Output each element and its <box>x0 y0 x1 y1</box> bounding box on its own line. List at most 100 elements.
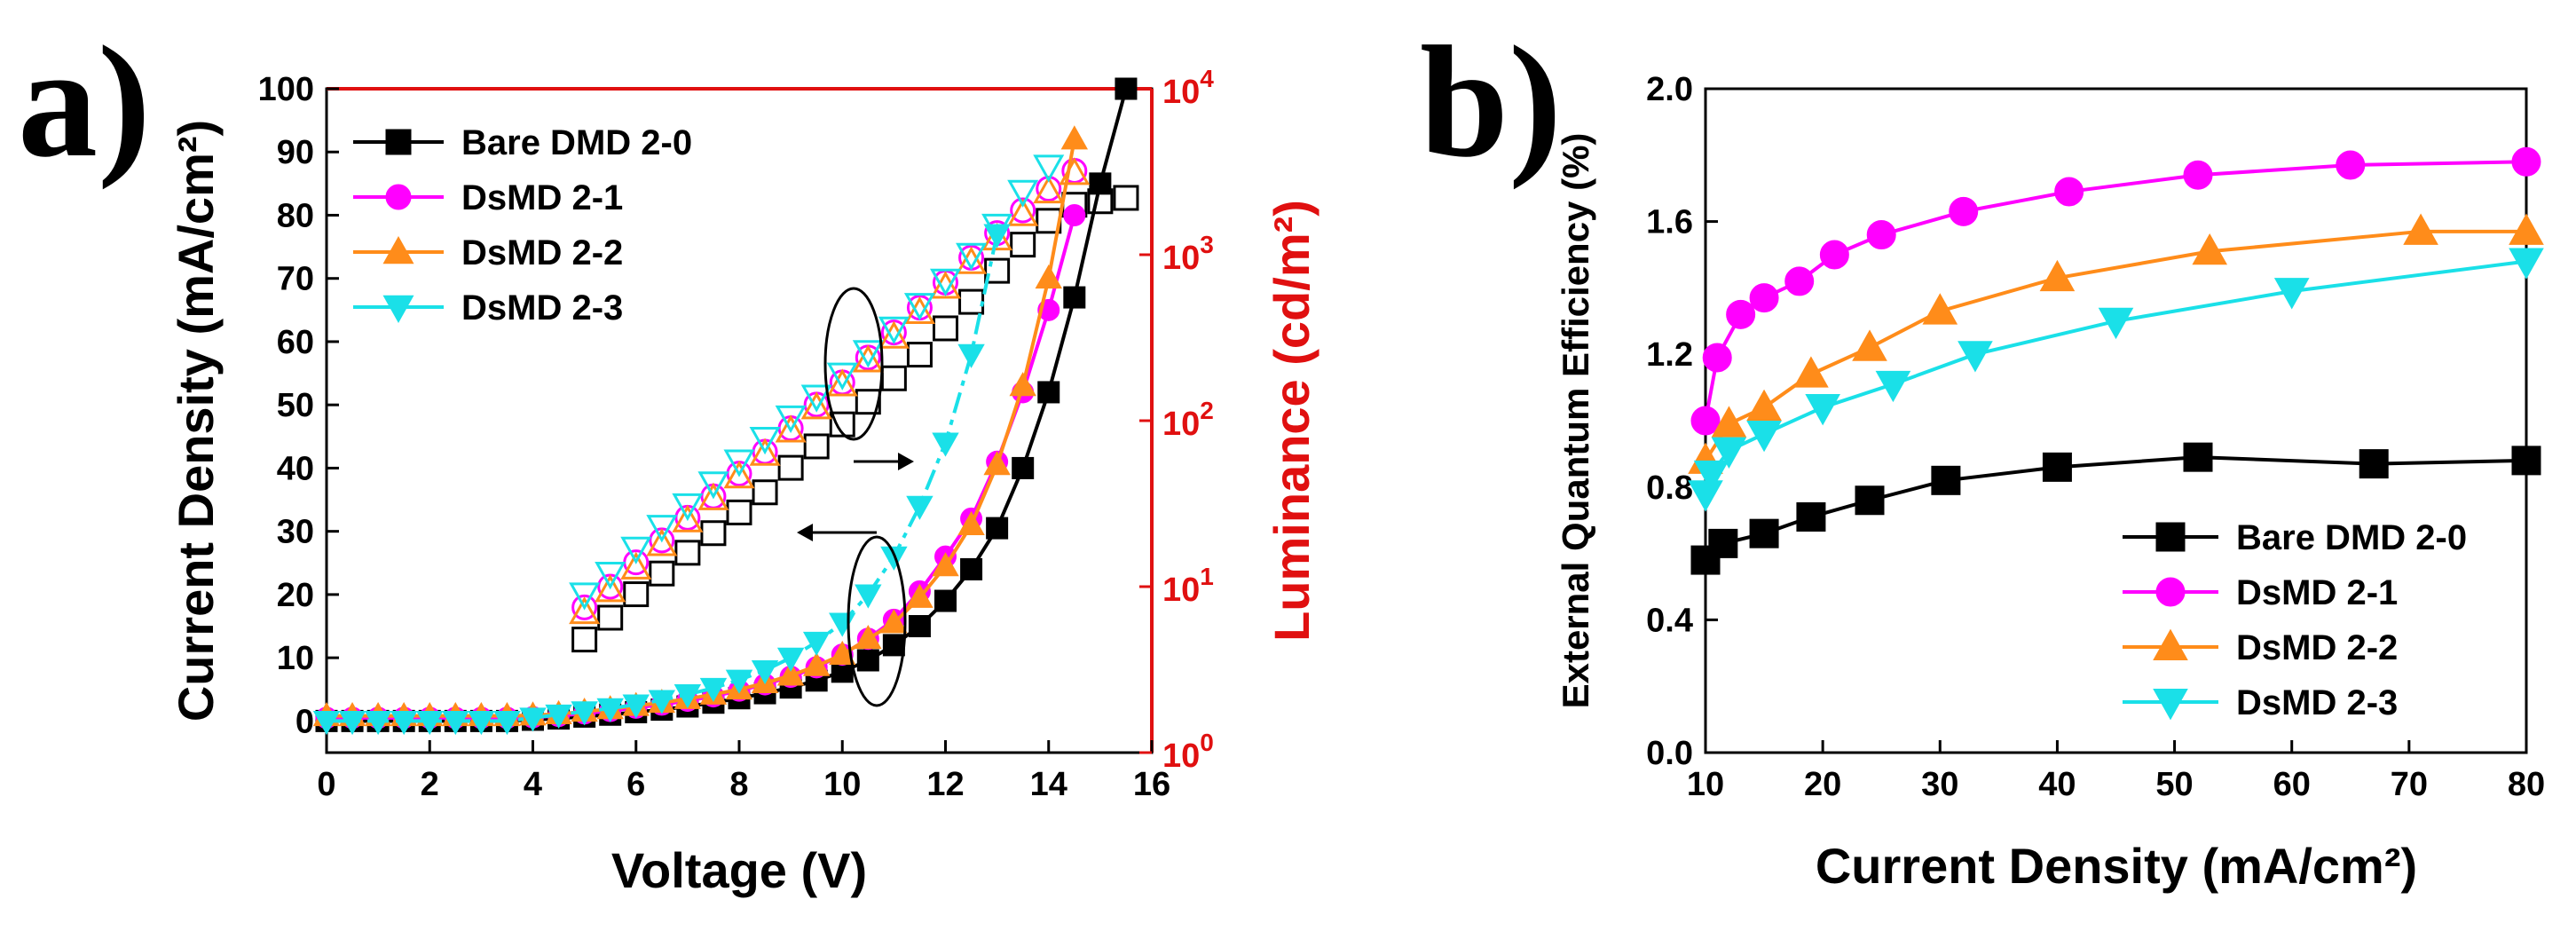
a-luminance-point <box>826 362 858 391</box>
a-x-tick-label: 10 <box>823 766 861 803</box>
a-legend-label: DsMD 2-1 <box>461 178 623 217</box>
a-y-left-tick-label: 100 <box>258 71 314 108</box>
a-current-density-point <box>442 710 469 736</box>
a-current-density-point <box>908 615 931 638</box>
b-series-point <box>1855 485 1885 516</box>
a-luminance-point <box>855 389 881 415</box>
a-luminance-point <box>1059 157 1091 185</box>
a-current-density-point <box>751 659 779 685</box>
b-y-tick-label: 2.0 <box>1646 71 1693 108</box>
a-luminance-point <box>1087 188 1114 215</box>
panel-a-y-left-axis-title: Current Density (mA/cm²) <box>168 120 224 722</box>
a-y-left-tick-label: 80 <box>277 197 314 234</box>
a-luminance-point <box>852 344 884 373</box>
a-luminance-point <box>1033 175 1065 204</box>
b-series-point <box>1793 356 1829 388</box>
a-legend-label: DsMD 2-2 <box>461 233 623 272</box>
a-luminance-point <box>1033 154 1065 183</box>
a-series-dsmd-2-3 <box>312 154 1065 736</box>
a-luminance-point <box>723 461 755 489</box>
a-current-density-point <box>829 640 856 665</box>
b-x-tick-label: 40 <box>2038 766 2076 803</box>
a-luminance-point <box>569 596 601 625</box>
b-series-point <box>2359 449 2389 479</box>
b-series-line <box>1704 259 2527 494</box>
a-x-tick-label: 16 <box>1133 766 1170 803</box>
a-current-density-point <box>571 701 598 726</box>
a-luminance-point <box>749 438 781 466</box>
a-luminance-point <box>700 520 727 547</box>
a-luminance-point <box>1007 179 1039 208</box>
panel-b: b) 10 20 30 40 50 60 70 80 0.0 0.4 0.8 1.2 1.6 2.0 B… <box>1420 13 2545 894</box>
a-luminance-point <box>595 574 626 603</box>
a-current-density-point <box>880 546 908 571</box>
a-current-density-point <box>880 609 908 634</box>
a-luminance-point <box>1007 198 1039 226</box>
a-x-tick-label: 8 <box>729 766 748 803</box>
b-series-point <box>2183 160 2213 190</box>
a-current-density-point <box>312 710 341 736</box>
a-legend-marker <box>385 184 412 210</box>
a-luminance-point <box>903 293 935 321</box>
b-series-dsmd-2-3 <box>1688 248 2544 512</box>
panel-b-legend: Bare DMD 2-0 DsMD 2-1 DsMD 2-2 DsMD 2-3 <box>2123 518 2467 722</box>
a-current-density-point <box>648 690 676 714</box>
a-x-tick-label: 6 <box>626 766 645 803</box>
b-y-tick-label: 0.4 <box>1646 602 1693 639</box>
panel-a-annotations <box>797 287 914 707</box>
a-legend-label: Bare DMD 2-0 <box>461 123 692 162</box>
panel-b-y-axis-title: External Quantum Efficiency (%) <box>1555 133 1596 709</box>
a-current-density-point <box>802 651 831 676</box>
a-legend-marker <box>382 295 414 324</box>
panel-b-plot-frame <box>1704 87 2528 754</box>
a-series-bare-dmd-2-0 <box>315 77 1139 732</box>
a-legend-label: DsMD 2-3 <box>461 288 623 327</box>
b-x-tick-label: 30 <box>1921 766 1958 803</box>
b-legend-label: Bare DMD 2-0 <box>2236 518 2467 557</box>
panel-a-legend: Bare DMD 2-0 DsMD 2-1 DsMD 2-2 DsMD 2-3 <box>353 123 692 327</box>
a-y-left-tick-label: 40 <box>277 450 314 487</box>
a-current-density-point <box>906 583 934 608</box>
a-current-density-point <box>493 710 521 736</box>
a-y-left-tick-label: 20 <box>277 577 314 614</box>
panel-a-series <box>312 77 1139 736</box>
b-series-point <box>1931 465 1961 495</box>
a-luminance-point <box>697 471 729 500</box>
a-current-density-line <box>327 138 1076 718</box>
a-current-density-point <box>1009 372 1036 397</box>
a-luminance-point <box>646 528 678 556</box>
current-group-ellipse <box>847 535 907 707</box>
b-series-point <box>1749 518 1779 548</box>
current-arrow-head <box>797 524 813 541</box>
a-luminance-point <box>777 454 804 481</box>
a-y-left-tick-label: 30 <box>277 514 314 551</box>
b-series-point <box>1852 329 1887 361</box>
a-x-tick-label: 4 <box>524 766 542 803</box>
a-luminance-point <box>800 384 832 413</box>
a-current-density-point <box>1060 125 1089 150</box>
a-luminance-point <box>906 342 933 368</box>
a-luminance-point <box>726 499 752 525</box>
panel-b-x-tick-labels: 10 20 30 40 50 60 70 80 <box>1687 766 2545 803</box>
a-luminance-point <box>956 242 988 272</box>
b-series-dsmd-2-2 <box>1688 213 2544 474</box>
a-y-right-tick-label: 101 <box>1162 563 1214 609</box>
panel-a: a) 0 2 4 6 8 10 12 14 16 0 10 20 30 40 50 60 70 80 90 100 … <box>18 13 1320 898</box>
b-series-point <box>1796 501 1826 532</box>
a-y-left-tick-label: 70 <box>277 261 314 298</box>
b-series-point <box>2098 307 2134 340</box>
b-series-point <box>1805 394 1840 426</box>
a-luminance-point <box>620 536 652 564</box>
b-legend-marker <box>2153 689 2188 721</box>
a-current-density-point <box>1035 264 1062 289</box>
a-y-left-tick-label: 50 <box>277 387 314 424</box>
a-luminance-point <box>981 222 1013 251</box>
a-luminance-point <box>646 515 678 543</box>
a-legend-marker <box>385 129 412 155</box>
a-y-left-tick-label: 0 <box>295 703 314 740</box>
a-current-density-point <box>519 707 547 732</box>
b-series-line <box>1704 229 2526 462</box>
b-series-point <box>1746 389 1782 422</box>
b-series-point <box>1866 220 1896 250</box>
a-current-density-point <box>829 612 856 637</box>
